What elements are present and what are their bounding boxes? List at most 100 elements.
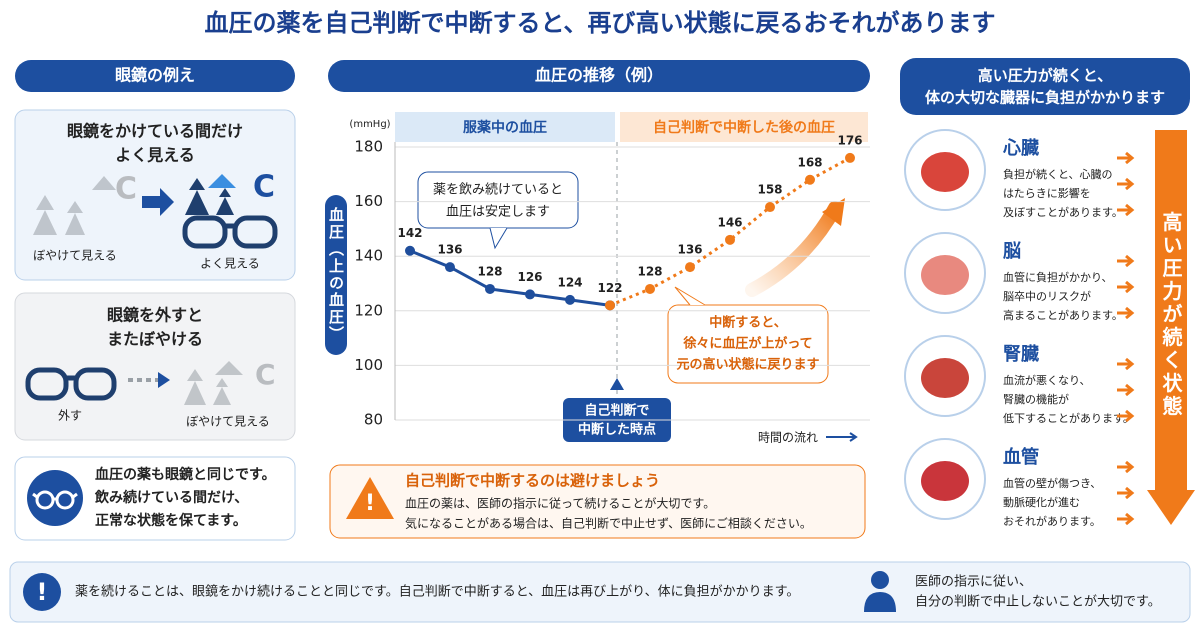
organ-name: 腎臓 — [1003, 344, 1039, 365]
organ-text: おそれがあります。 — [1003, 514, 1101, 528]
organ-text: 高まることがあります。 — [1003, 308, 1123, 322]
warning-title: 自己判断で中断するのは避けましょう — [405, 472, 660, 490]
info-icon: ! — [37, 578, 48, 606]
y-axis-label: 血圧（上の血圧） — [327, 206, 345, 343]
panel-heading: 眼鏡をかけている間だけ — [67, 122, 243, 141]
small-arrow — [1117, 486, 1135, 500]
small-arrow — [1117, 203, 1135, 217]
legend-entry: 服薬中の血圧 — [463, 119, 547, 136]
data-point — [605, 300, 615, 311]
marker-arrow — [610, 378, 624, 390]
data-label: 136 — [677, 243, 702, 257]
small-arrow — [1117, 280, 1135, 294]
y-tick-label: 140 — [354, 247, 383, 265]
annotation: 自己判断で — [584, 403, 649, 419]
warning-text: 血圧の薬は、医師の指示に従って続けることが大切です。 — [405, 496, 715, 511]
footer-message: 薬を続けることは、眼鏡をかけ続けることと同じです。自己判断で中断すると、血圧は再… — [75, 585, 799, 600]
organ-name: 脳 — [1003, 241, 1021, 262]
organ-icon — [921, 358, 969, 398]
y-label-pill — [325, 195, 347, 355]
note-text: 血圧の薬も眼鏡と同じです。 — [95, 466, 276, 483]
organ-text: はたらきに影響を — [1003, 186, 1091, 200]
section-header — [328, 60, 870, 92]
y-tick-label: 160 — [354, 192, 383, 210]
organ-text: 動脈硬化が進む — [1003, 495, 1080, 509]
organ-icon — [921, 152, 969, 192]
organ-icon — [921, 461, 969, 501]
data-point — [445, 262, 455, 273]
organ-text: 腎臓の機能が — [1003, 392, 1069, 406]
organ-text: 低下することがあります。 — [1003, 411, 1134, 425]
data-label: 176 — [837, 133, 862, 147]
note-text: 正常な状態を保てます。 — [95, 512, 247, 529]
panel-heading: 眼鏡を外すと — [107, 306, 203, 325]
small-arrow — [1117, 512, 1135, 526]
blurry-letter: C — [255, 358, 276, 391]
annotation: 元の高い状態に戻ります — [676, 357, 819, 373]
small-arrow — [1117, 357, 1135, 371]
annotation: 薬を飲み続けていると — [433, 183, 563, 198]
organ-name: 心臓 — [1002, 137, 1039, 159]
data-label: 124 — [557, 275, 582, 289]
data-point — [565, 294, 575, 305]
section-title: 体の大切な臓器に負担がかかります — [925, 89, 1165, 107]
data-label: 142 — [397, 226, 422, 240]
chart-title: 血圧の推移（例） — [535, 66, 663, 85]
data-label: 126 — [517, 270, 542, 284]
pressure-arrow — [1147, 130, 1195, 525]
organ-text: 血管に負担がかかり、 — [1003, 270, 1113, 284]
clear-letter: C — [253, 170, 275, 205]
footer-advice: 医師の指示に従い、 — [915, 575, 1032, 590]
section-header — [15, 60, 295, 92]
data-label: 136 — [437, 243, 462, 257]
note-text: 飲み続けている間だけ、 — [94, 489, 248, 506]
panel-heading: またぼやける — [107, 330, 203, 349]
organ-text: 脳卒中のリスクが — [1003, 289, 1091, 303]
glasses — [182, 215, 278, 249]
data-point — [845, 152, 855, 163]
rise-arrow — [822, 198, 845, 226]
note-box — [14, 456, 296, 541]
y-tick-label: 120 — [354, 301, 383, 319]
blurry-letter: C — [115, 172, 137, 207]
organ-icon — [921, 255, 969, 295]
section-header — [900, 58, 1190, 115]
phase-band — [395, 112, 615, 142]
y-unit: (mmHg) — [349, 119, 390, 130]
data-point — [525, 289, 535, 300]
blurry-trees — [184, 361, 243, 405]
organ-text: 血流が悪くなり、 — [1003, 373, 1091, 387]
data-point — [805, 174, 815, 185]
small-arrow — [1117, 151, 1135, 165]
data-point — [405, 245, 415, 256]
data-point — [765, 202, 775, 213]
small-arrow — [1117, 409, 1135, 423]
warning-icon: ! — [365, 491, 375, 516]
annotation: 血圧は安定します — [446, 205, 550, 220]
phase-band — [620, 112, 868, 142]
annotation: 中断した時点 — [578, 422, 656, 438]
panel-heading: よく見える — [115, 146, 195, 165]
callout — [674, 286, 706, 306]
warning-icon — [346, 477, 394, 519]
page-title: 血圧の薬を自己判断で中断すると、再び高い状態に戻るおそれがあります — [204, 9, 995, 37]
y-tick-label: 100 — [354, 356, 383, 374]
caption: 外す — [58, 409, 82, 423]
small-arrow — [1117, 306, 1135, 320]
series-line — [409, 249, 611, 307]
data-label: 168 — [797, 155, 822, 169]
organ-text: 及ぼすことがあります。 — [1003, 205, 1123, 219]
data-label: 128 — [477, 264, 502, 278]
doctor-icon — [871, 571, 889, 589]
organ-text: 血管の壁が傷つき、 — [1003, 476, 1101, 490]
callout — [667, 304, 829, 384]
y-tick-label: 80 — [364, 411, 383, 429]
annotation: 中断すると、 — [709, 315, 786, 331]
small-arrow — [1117, 254, 1135, 268]
callout — [417, 171, 579, 229]
data-point — [485, 283, 495, 294]
glasses — [25, 367, 117, 401]
organ-name: 血管 — [1003, 446, 1039, 468]
doctor-icon — [864, 592, 896, 612]
